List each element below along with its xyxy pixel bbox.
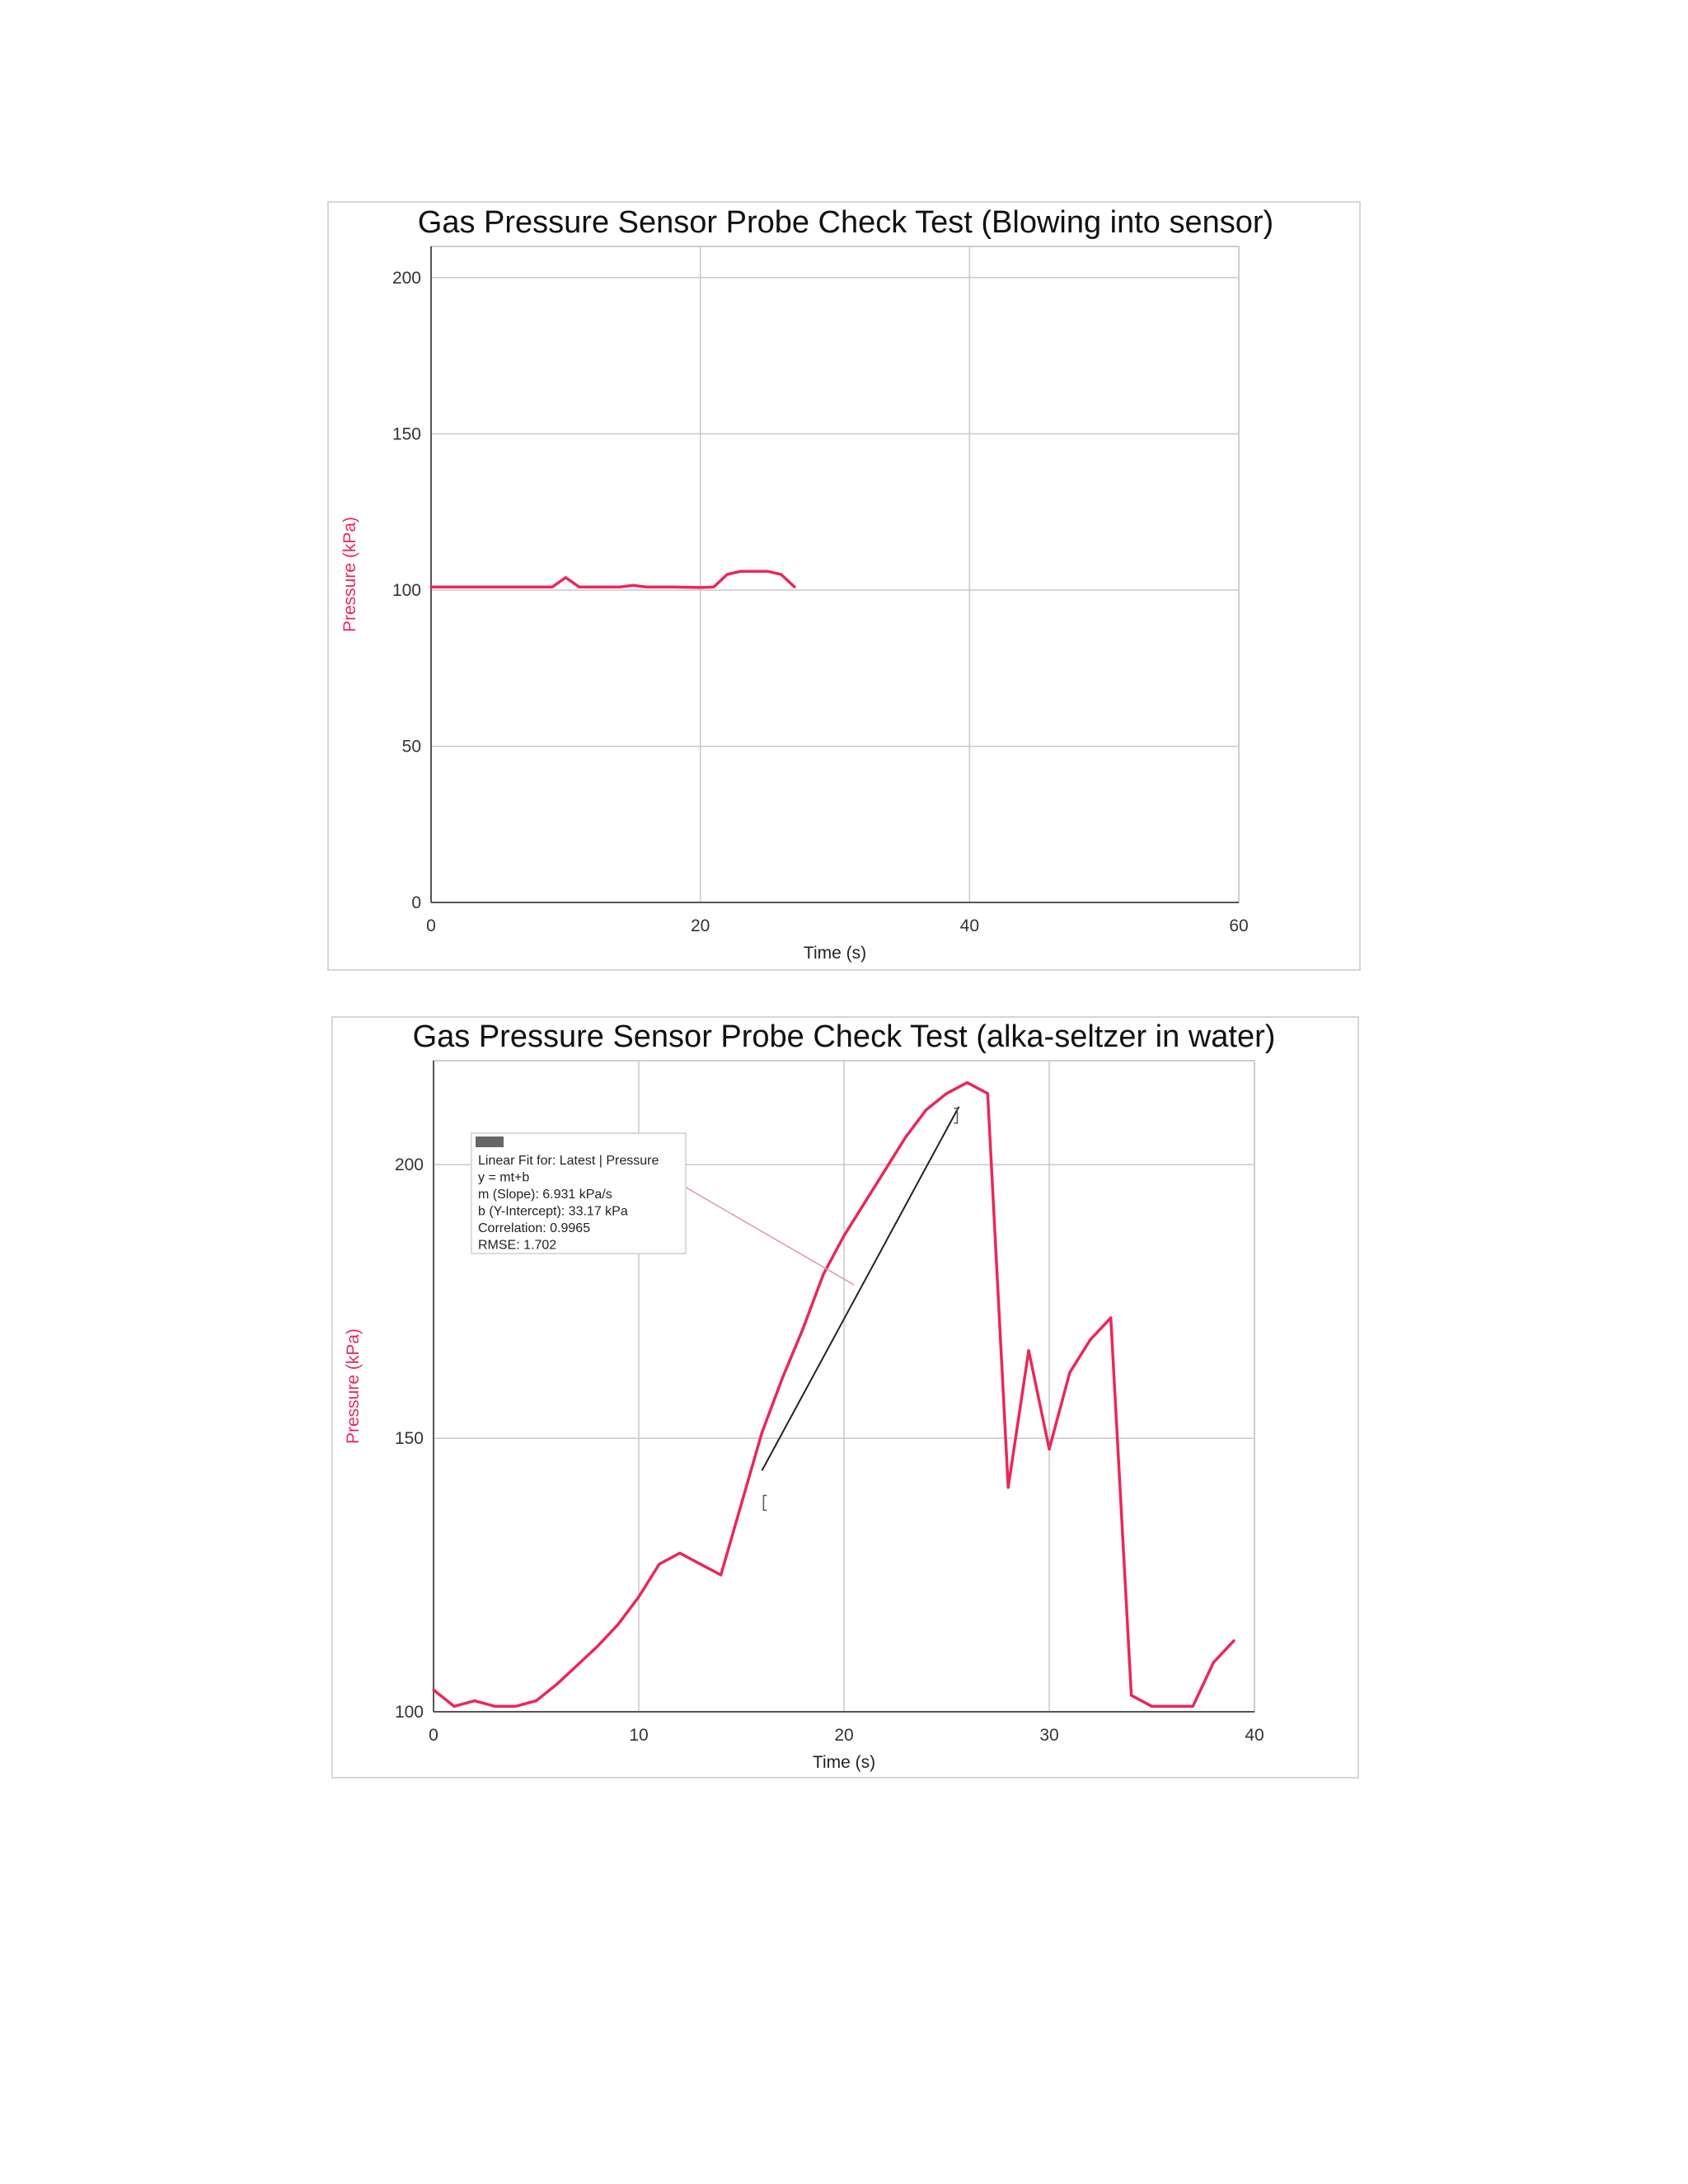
fit-box [471, 1132, 687, 1254]
data-point [1048, 1447, 1051, 1451]
data-point [658, 1563, 661, 1566]
data-point [429, 585, 433, 588]
fit-box-line: Correlation: 0.9965 [478, 1221, 590, 1235]
chart-2-frame: 100 150 200 0 10 20 30 40 Gas Pressure Sensor Pr… [331, 1016, 1359, 1779]
data-point [801, 1327, 804, 1330]
data-point [739, 1502, 743, 1506]
data-point [1130, 1694, 1133, 1697]
data-point [672, 585, 675, 588]
data-point [1109, 1316, 1113, 1319]
y-tick-label: 150 [395, 1429, 424, 1448]
plot-area [430, 246, 1240, 903]
data-point [575, 1663, 579, 1667]
data-point [1212, 1661, 1215, 1664]
data-point [564, 576, 567, 579]
data-series-line [432, 1080, 1236, 1708]
data-point [1232, 1639, 1236, 1643]
x-tick-label: 0 [429, 1726, 438, 1745]
x-tick-label: 20 [691, 916, 710, 935]
data-point [631, 583, 635, 587]
fit-box-handle-icon [476, 1137, 504, 1147]
data-point [678, 1551, 682, 1555]
y-tick-label: 100 [392, 581, 421, 600]
y-tick-label: 200 [395, 1155, 424, 1174]
data-point [712, 585, 715, 588]
y-tick-label: 150 [392, 424, 421, 443]
data-point [637, 1595, 640, 1599]
data-series-line [431, 569, 796, 589]
data-point [766, 569, 769, 573]
data-point [618, 585, 621, 588]
data-point [514, 1704, 518, 1708]
y-tick-label: 200 [392, 269, 421, 288]
linear-fit-line [761, 1106, 960, 1471]
data-point [452, 1704, 456, 1708]
x-tick-label: 20 [834, 1726, 853, 1745]
fit-range-bracket-left [762, 1494, 767, 1511]
data-point [925, 1108, 928, 1112]
y-tick-label: 100 [395, 1703, 424, 1722]
data-point [699, 1563, 702, 1566]
data-point [863, 1202, 866, 1205]
data-point [793, 585, 796, 588]
x-tick-label: 40 [1245, 1726, 1264, 1745]
data-point [1068, 1371, 1071, 1375]
data-point [945, 1092, 949, 1095]
fit-box-line: y = mt+b [478, 1171, 529, 1185]
data-point [739, 569, 743, 573]
chart-title: Gas Pressure Sensor Probe Check Test (Bl… [418, 205, 1273, 240]
data-point [1150, 1704, 1154, 1708]
data-point [596, 1644, 599, 1647]
fit-box-line: Linear Fit for: Latest | Pressure [478, 1154, 659, 1168]
fit-box-line: b (Y-Intercept): 33.17 kPa [478, 1205, 628, 1219]
data-point [1006, 1486, 1010, 1489]
data-point [986, 1092, 989, 1095]
chart-title: Gas Pressure Sensor Probe Check Test (al… [413, 1019, 1276, 1054]
data-point [699, 586, 702, 589]
data-point [884, 1169, 887, 1172]
y-tick-label: 0 [411, 893, 421, 912]
chart-1-frame: 0 50 100 150 200 0 20 40 60 Gas Pressure Sensor P… [327, 201, 1361, 971]
chart-1-svg: 0 50 100 150 200 0 20 40 60 Gas Pressure Sensor P… [340, 205, 1273, 963]
data-point [1170, 1704, 1174, 1708]
data-point [555, 1683, 558, 1686]
fit-box-line: RMSE: 1.702 [478, 1239, 556, 1253]
y-axis-label: Pressure (kPa) [344, 1329, 363, 1444]
data-point [720, 1573, 723, 1577]
data-point [534, 1699, 538, 1703]
fit-box-line: m (Slope): 6.931 kPa/s [478, 1188, 612, 1202]
data-point [473, 1699, 476, 1703]
data-point [904, 1136, 907, 1139]
x-tick-label: 0 [426, 916, 436, 935]
data-point [760, 1431, 764, 1435]
data-point [494, 1704, 497, 1708]
y-axis-label: Pressure (kPa) [340, 517, 359, 632]
chart-2-svg: 100 150 200 0 10 20 30 40 Gas Pressure Sensor Pr… [344, 1019, 1276, 1772]
x-tick-label: 60 [1229, 916, 1248, 935]
data-point [432, 1688, 435, 1692]
data-point [578, 585, 581, 588]
data-point [780, 573, 783, 576]
x-axis-label: Time (s) [804, 944, 866, 963]
data-point [617, 1623, 620, 1626]
data-point [725, 573, 729, 576]
data-point [1027, 1349, 1030, 1352]
x-tick-label: 30 [1039, 1726, 1058, 1745]
data-point [1191, 1704, 1194, 1708]
data-point [645, 585, 648, 588]
data-point [842, 1234, 846, 1238]
data-point [965, 1080, 968, 1085]
x-tick-label: 10 [629, 1726, 648, 1745]
data-point [781, 1376, 784, 1380]
fit-range-bracket-right [954, 1107, 959, 1124]
y-tick-label: 50 [402, 737, 421, 756]
data-point [551, 585, 554, 588]
data-point [1089, 1338, 1092, 1342]
x-tick-label: 40 [960, 916, 979, 935]
fit-box-leader [685, 1187, 855, 1286]
data-point [822, 1272, 825, 1276]
x-axis-label: Time (s) [813, 1753, 875, 1772]
